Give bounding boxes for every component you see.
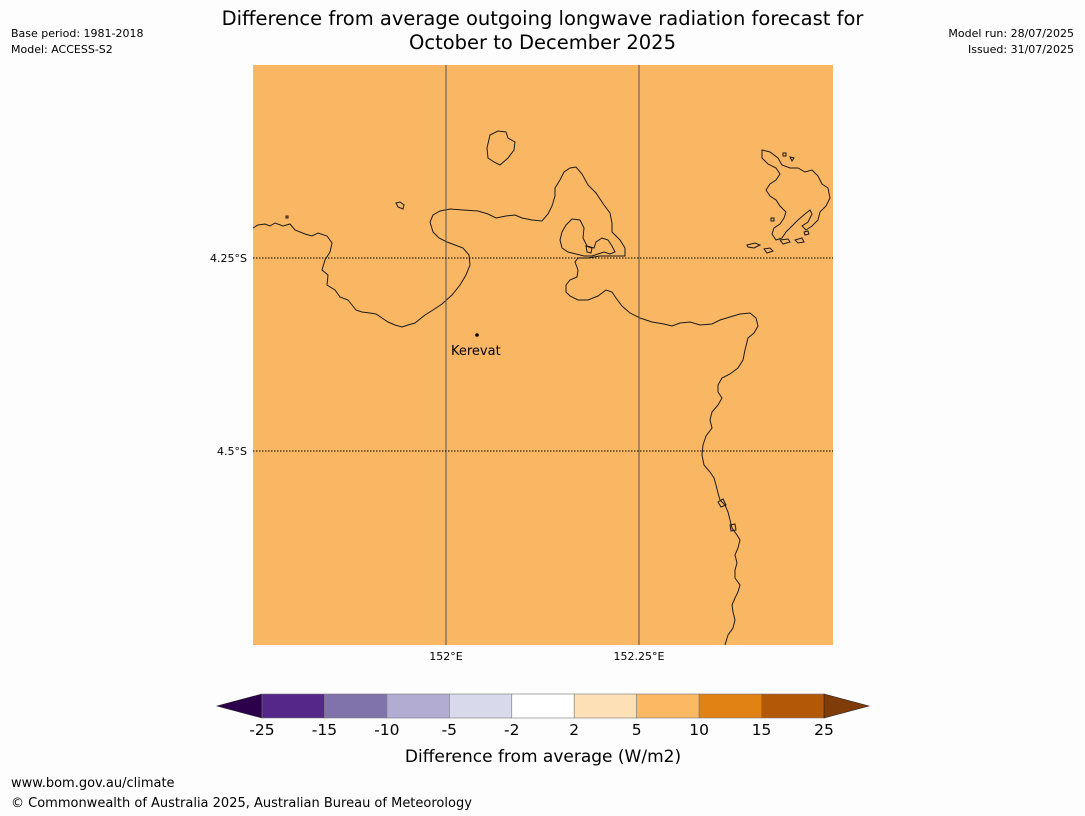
islet-ne-2 bbox=[763, 247, 774, 254]
islet-ne-8 bbox=[770, 217, 775, 222]
footer-copyright: © Commonwealth of Australia 2025, Austra… bbox=[11, 796, 472, 811]
coastline-west bbox=[252, 166, 759, 646]
colorbar-tick-label: 15 bbox=[752, 721, 772, 739]
model-run-text: Model run: 28/07/2025 bbox=[948, 27, 1074, 40]
islet-ne-4 bbox=[794, 237, 805, 244]
colorbar-swatch bbox=[761, 693, 825, 719]
islet-ne-5 bbox=[803, 230, 810, 236]
islet-ne-6 bbox=[782, 152, 787, 157]
title-line-2: October to December 2025 bbox=[409, 31, 676, 54]
colorbar-tick-label: -10 bbox=[374, 721, 399, 739]
island-north bbox=[486, 130, 516, 166]
colorbar-swatch bbox=[261, 693, 325, 719]
island-northeast bbox=[761, 149, 831, 241]
meta-right: Model run: 28/07/2025 Issued: 31/07/2025 bbox=[948, 26, 1074, 58]
colorbar-swatch bbox=[511, 693, 575, 719]
longitude-label: 152°E bbox=[429, 650, 462, 663]
map-panel: 4.25°S 4.5°S 152°E 152.25°E Kerevat bbox=[210, 65, 833, 663]
base-period-text: Base period: 1981-2018 bbox=[11, 27, 144, 40]
colorbar-extend-high bbox=[823, 693, 871, 719]
colorbar-swatch bbox=[573, 693, 637, 719]
title-line-1: Difference from average outgoing longwav… bbox=[221, 7, 864, 30]
colorbar-swatch bbox=[386, 693, 450, 719]
map-background bbox=[253, 65, 833, 645]
colorbar-tick-label: 5 bbox=[632, 721, 642, 739]
colorbar-tick-label: -15 bbox=[312, 721, 337, 739]
town-label: Kerevat bbox=[451, 344, 501, 359]
town-marker bbox=[475, 333, 479, 337]
latitude-label: 4.5°S bbox=[217, 445, 247, 458]
latitude-label: 4.25°S bbox=[210, 252, 247, 265]
colorbar-tick-label: 25 bbox=[814, 721, 834, 739]
colorbar: -25 -15 -10 -5 -2 2 5 10 15 25 Difference from av… bbox=[215, 693, 871, 767]
colorbar-tick-label: -5 bbox=[442, 721, 457, 739]
coastlines bbox=[252, 130, 831, 646]
colorbar-swatch bbox=[698, 693, 762, 719]
islet-bay bbox=[585, 245, 593, 254]
islet-ne-7 bbox=[789, 156, 795, 162]
islet-east-coast-1 bbox=[717, 498, 727, 508]
graticule bbox=[253, 65, 833, 645]
colorbar-tick-label: -25 bbox=[249, 721, 274, 739]
longitude-label: 152.25°E bbox=[614, 650, 665, 663]
islet-west bbox=[395, 201, 405, 210]
islet-east-coast-2 bbox=[729, 523, 737, 532]
footer-url: www.bom.gov.au/climate bbox=[11, 776, 175, 791]
colorbar-swatch bbox=[636, 693, 700, 719]
colorbar-tick-label: 10 bbox=[689, 721, 709, 739]
chart-title: Difference from average outgoing longwav… bbox=[0, 7, 1085, 55]
colorbar-tick-label: 2 bbox=[569, 721, 579, 739]
colorbar-swatch bbox=[449, 693, 513, 719]
colorbar-swatches bbox=[215, 693, 871, 719]
model-text: Model: ACCESS-S2 bbox=[11, 43, 113, 56]
colorbar-title: Difference from average (W/m2) bbox=[405, 747, 681, 767]
meta-left: Base period: 1981-2018 Model: ACCESS-S2 bbox=[11, 26, 143, 58]
colorbar-tick-label: -2 bbox=[504, 721, 519, 739]
colorbar-extend-low bbox=[215, 693, 263, 719]
colorbar-ticks: -25 -15 -10 -5 -2 2 5 10 15 25 bbox=[249, 721, 834, 739]
islet-ne-3 bbox=[779, 238, 791, 245]
colorbar-swatch bbox=[324, 693, 388, 719]
islet-far-west bbox=[285, 215, 289, 219]
island-bay bbox=[559, 218, 616, 257]
issued-text: Issued: 31/07/2025 bbox=[967, 43, 1074, 56]
islet-ne-1 bbox=[746, 242, 762, 249]
